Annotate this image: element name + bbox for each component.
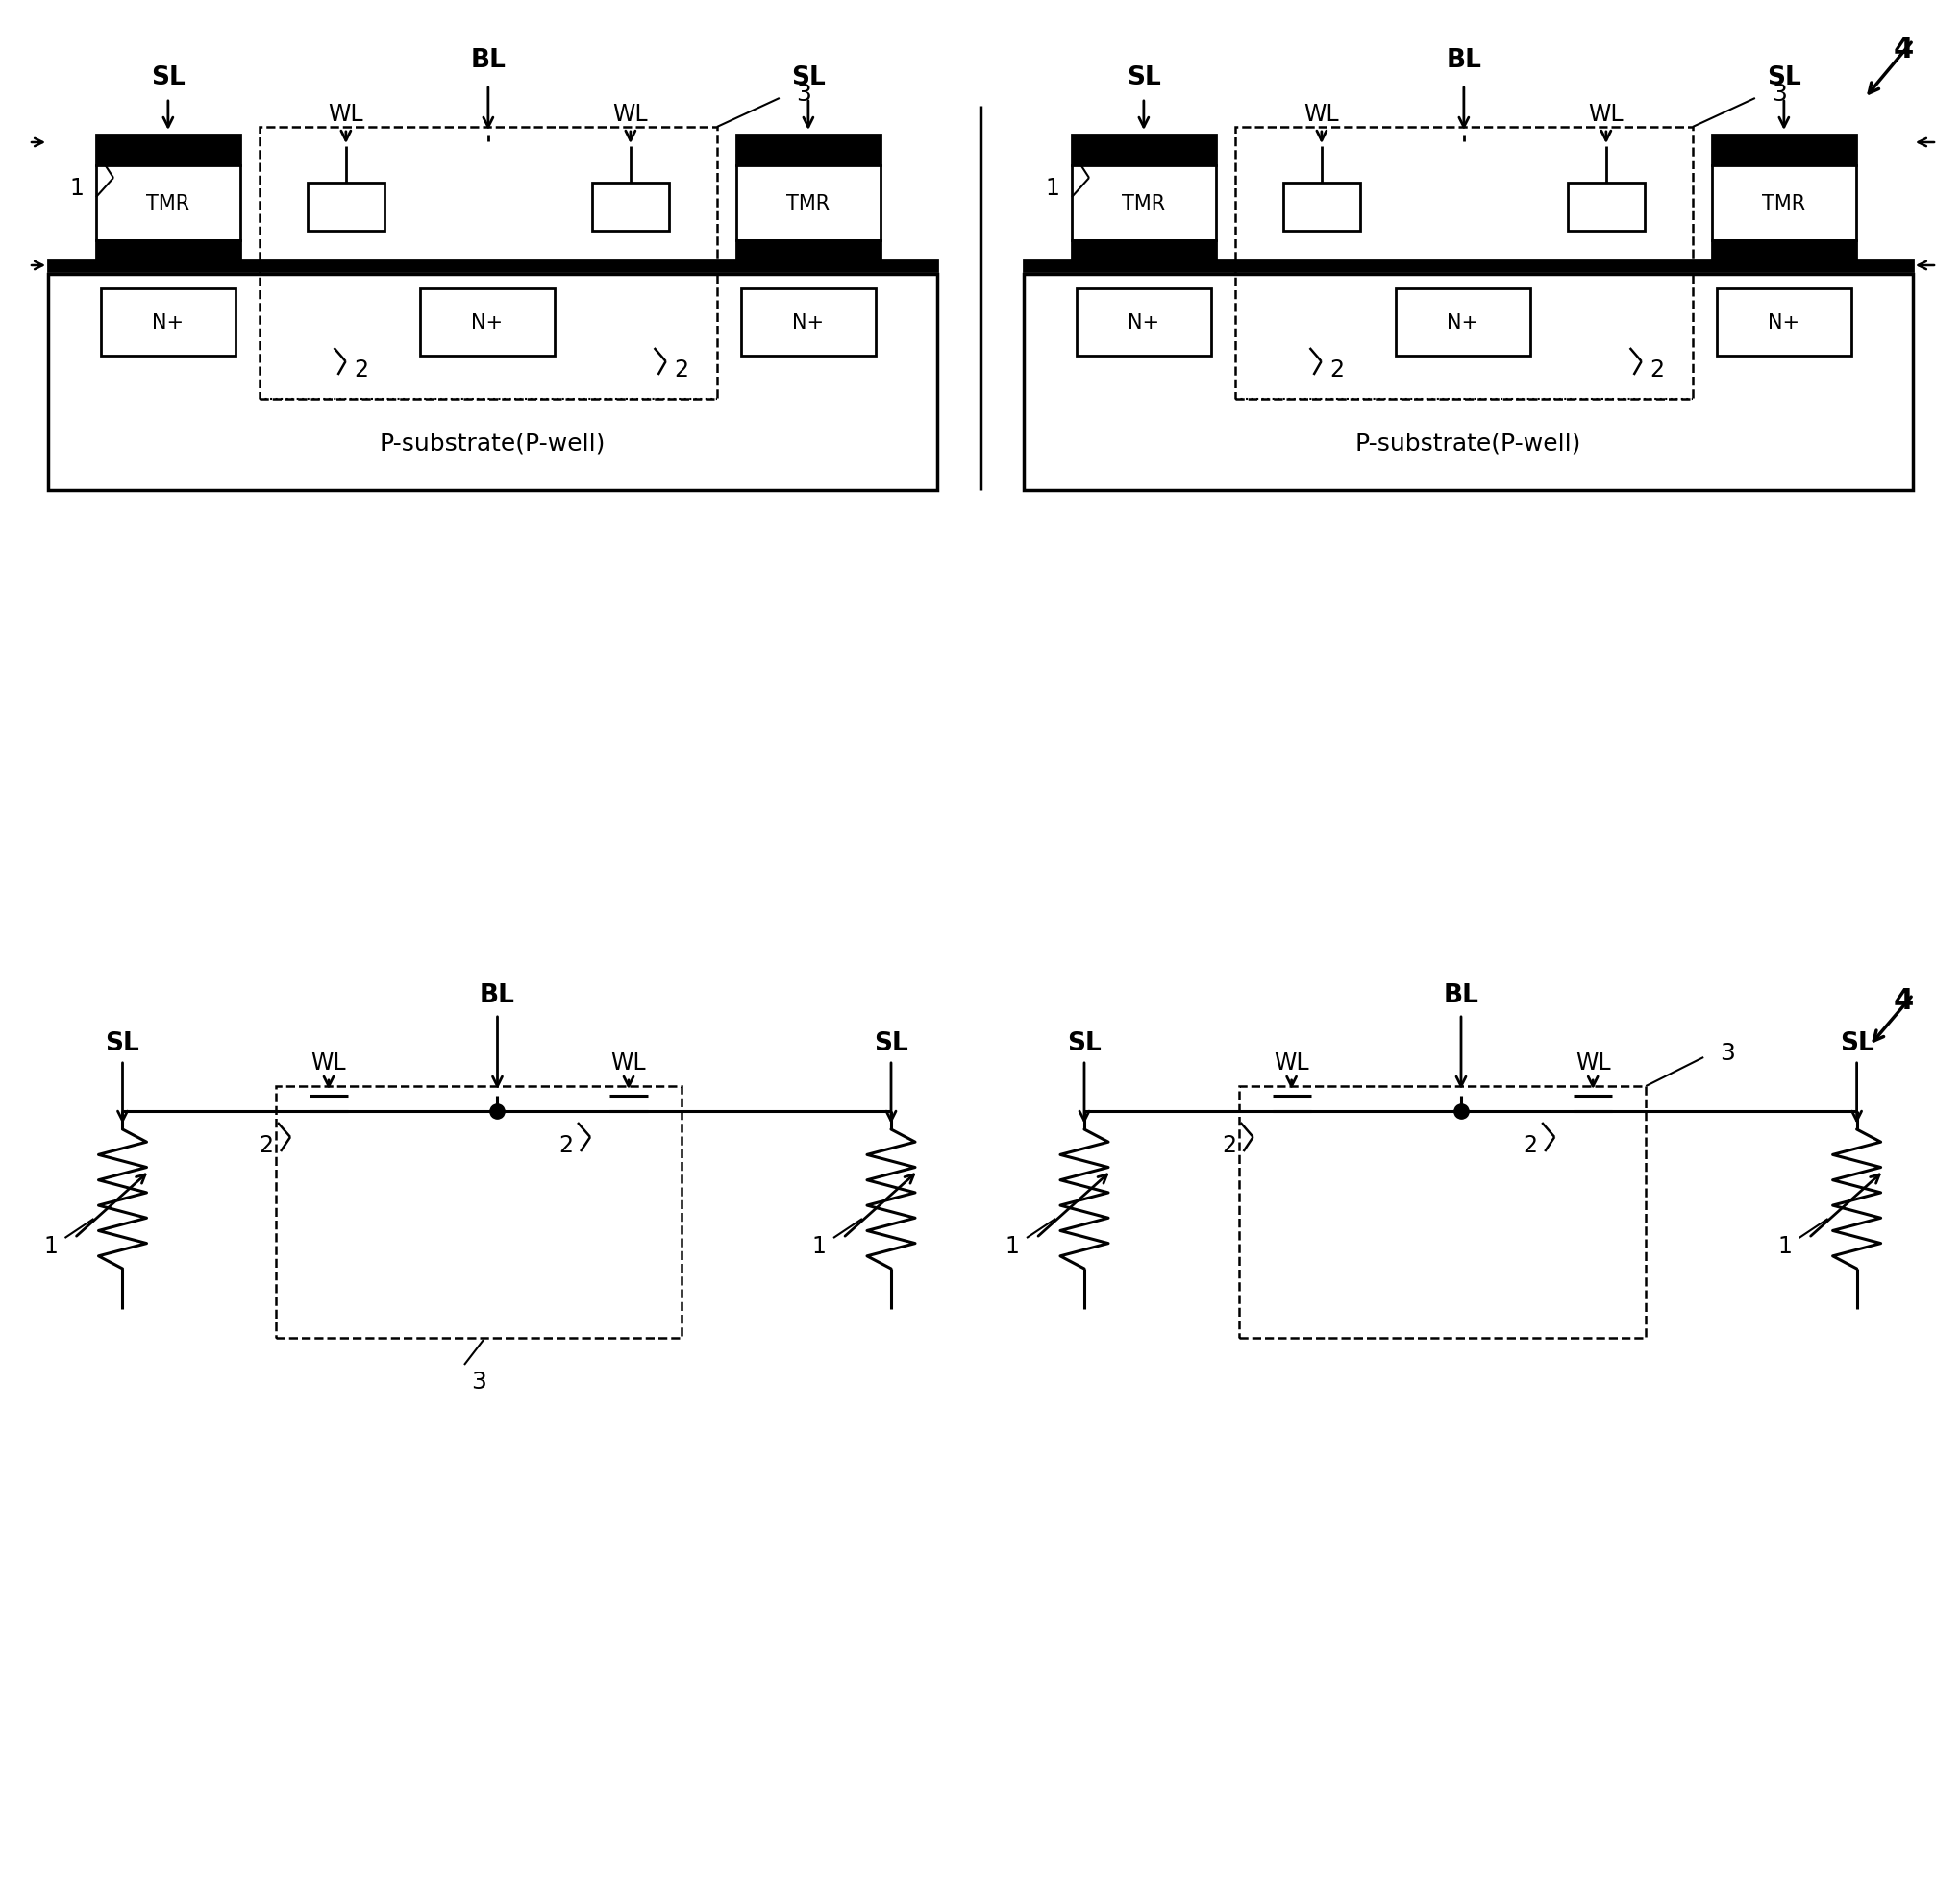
Text: WL: WL bbox=[613, 103, 647, 126]
Bar bbox=[259, 128, 717, 400]
Text: 2: 2 bbox=[259, 1134, 272, 1157]
Bar bbox=[735, 242, 880, 261]
Text: 2: 2 bbox=[559, 1134, 572, 1157]
Bar bbox=[1715, 289, 1850, 356]
Text: WL: WL bbox=[1303, 103, 1339, 126]
Text: SL: SL bbox=[1127, 65, 1160, 89]
Text: N+: N+ bbox=[1768, 314, 1799, 333]
Text: TMR: TMR bbox=[1762, 194, 1805, 213]
Text: WL: WL bbox=[312, 1050, 347, 1073]
Text: SL: SL bbox=[106, 1031, 139, 1056]
Bar bbox=[735, 135, 880, 166]
Text: BL: BL bbox=[1445, 48, 1482, 72]
Text: TMR: TMR bbox=[147, 194, 190, 213]
Bar bbox=[1072, 135, 1215, 166]
Text: 1: 1 bbox=[811, 1235, 825, 1258]
Text: 3: 3 bbox=[796, 82, 811, 107]
Text: WL: WL bbox=[1274, 1050, 1309, 1073]
Bar bbox=[276, 1087, 682, 1338]
Text: N+: N+ bbox=[1446, 314, 1478, 333]
Text: SL: SL bbox=[1838, 1031, 1874, 1056]
Bar bbox=[741, 289, 876, 356]
Text: 3: 3 bbox=[1719, 1041, 1735, 1064]
Bar bbox=[735, 166, 880, 242]
Bar bbox=[308, 183, 384, 232]
Text: N+: N+ bbox=[792, 314, 823, 333]
Bar bbox=[1072, 166, 1215, 242]
Text: 3: 3 bbox=[470, 1370, 486, 1393]
Bar bbox=[419, 289, 555, 356]
Text: P-substrate(P-well): P-substrate(P-well) bbox=[378, 432, 606, 455]
Text: 1: 1 bbox=[1005, 1235, 1019, 1258]
Text: WL: WL bbox=[327, 103, 363, 126]
Bar bbox=[100, 289, 235, 356]
Text: 1: 1 bbox=[43, 1235, 57, 1258]
Bar bbox=[1711, 166, 1856, 242]
Bar bbox=[1711, 135, 1856, 166]
Bar bbox=[1711, 242, 1856, 261]
Text: 2: 2 bbox=[1648, 358, 1664, 381]
Bar bbox=[592, 183, 668, 232]
Bar bbox=[1072, 242, 1215, 261]
Text: BL: BL bbox=[1443, 982, 1478, 1009]
Text: WL: WL bbox=[612, 1050, 647, 1073]
Text: BL: BL bbox=[470, 48, 506, 72]
Text: 1: 1 bbox=[1776, 1235, 1791, 1258]
Bar bbox=[1023, 274, 1911, 491]
Text: 4: 4 bbox=[1891, 34, 1913, 63]
Text: WL: WL bbox=[1588, 103, 1623, 126]
Bar bbox=[96, 166, 239, 242]
Text: WL: WL bbox=[1574, 1050, 1609, 1073]
Bar bbox=[1396, 289, 1529, 356]
Bar bbox=[1076, 289, 1211, 356]
Text: SL: SL bbox=[790, 65, 825, 89]
Text: BL: BL bbox=[480, 982, 515, 1009]
Bar bbox=[1235, 128, 1691, 400]
Bar bbox=[1239, 1087, 1644, 1338]
Bar bbox=[1566, 183, 1644, 232]
Text: SL: SL bbox=[151, 65, 184, 89]
Bar bbox=[96, 242, 239, 261]
Text: P-substrate(P-well): P-substrate(P-well) bbox=[1354, 432, 1580, 455]
Text: SL: SL bbox=[1066, 1031, 1102, 1056]
Text: TMR: TMR bbox=[786, 194, 829, 213]
Bar bbox=[49, 274, 937, 491]
Text: SL: SL bbox=[1766, 65, 1801, 89]
Text: 2: 2 bbox=[674, 358, 688, 381]
Text: 4: 4 bbox=[1891, 986, 1913, 1014]
Text: 1: 1 bbox=[71, 177, 84, 200]
Text: 1: 1 bbox=[1045, 177, 1058, 200]
Text: SL: SL bbox=[874, 1031, 907, 1056]
Text: 2: 2 bbox=[353, 358, 368, 381]
Bar bbox=[96, 135, 239, 166]
Bar bbox=[49, 261, 937, 272]
Text: N+: N+ bbox=[153, 314, 184, 333]
Text: N+: N+ bbox=[470, 314, 504, 333]
Bar bbox=[1282, 183, 1360, 232]
Text: TMR: TMR bbox=[1121, 194, 1164, 213]
Text: 3: 3 bbox=[1770, 82, 1786, 107]
Text: 2: 2 bbox=[1221, 1134, 1235, 1157]
Text: N+: N+ bbox=[1127, 314, 1158, 333]
Bar bbox=[1023, 261, 1911, 272]
Text: 2: 2 bbox=[1523, 1134, 1537, 1157]
Text: 2: 2 bbox=[1329, 358, 1343, 381]
